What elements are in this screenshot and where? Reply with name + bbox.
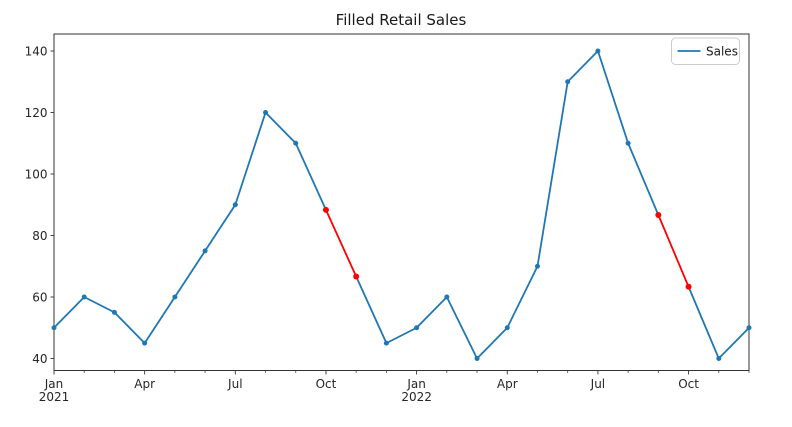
data-point-marker xyxy=(51,325,57,331)
x-tick-label: Apr xyxy=(134,377,155,391)
sales-line-segment xyxy=(415,296,448,329)
sales-line-segment xyxy=(264,111,297,145)
y-tick-label: 80 xyxy=(32,229,47,243)
sales-line-segment xyxy=(355,275,388,345)
y-tick-label: 60 xyxy=(32,290,47,304)
data-point-marker-filled xyxy=(655,211,662,218)
x-tick-label: Jan xyxy=(44,377,64,391)
data-point-marker xyxy=(142,340,148,346)
y-tick-label: 40 xyxy=(32,352,47,366)
x-tick-label: Apr xyxy=(497,377,518,391)
sales-line-segment xyxy=(173,249,206,298)
y-tick-label: 100 xyxy=(25,167,48,181)
x-tick-label: Oct xyxy=(316,377,337,391)
data-point-marker xyxy=(474,356,480,361)
data-point-marker xyxy=(263,110,269,115)
sales-line-segment xyxy=(536,80,569,268)
data-point-marker xyxy=(232,202,238,208)
y-tick-label: 120 xyxy=(25,106,48,120)
data-point-marker-filled xyxy=(353,273,360,280)
sales-line-segment xyxy=(234,111,267,206)
legend-entry-sales: Sales xyxy=(706,45,738,59)
sales-line-segment xyxy=(204,203,237,252)
x-tick-label: Oct xyxy=(678,377,699,391)
legend-box xyxy=(671,37,740,65)
data-point-marker xyxy=(534,263,540,269)
data-point-marker xyxy=(625,140,631,146)
data-point-marker xyxy=(111,309,117,315)
data-point-marker xyxy=(716,356,722,361)
sales-line-segment xyxy=(445,296,478,360)
x-tick-label: Jul xyxy=(227,377,242,391)
data-point-marker xyxy=(383,340,389,346)
sales-line-segment xyxy=(597,50,630,145)
legend: Sales xyxy=(671,37,740,65)
sales-line-segment xyxy=(113,311,146,345)
data-point-marker xyxy=(414,325,420,331)
sales-line-segment xyxy=(143,296,176,345)
data-point-marker xyxy=(504,325,510,331)
x-tick-year-label: 2021 xyxy=(39,390,70,404)
data-point-marker-filled xyxy=(322,206,329,213)
axes-frame xyxy=(53,33,750,371)
sales-line-segment xyxy=(566,50,599,83)
data-point-marker xyxy=(202,248,208,254)
sales-line-segment xyxy=(53,296,86,329)
x-tick-label: Jul xyxy=(590,377,605,391)
sales-line-segment xyxy=(506,265,539,329)
sales-line-segment xyxy=(294,142,327,211)
data-point-marker xyxy=(172,294,178,300)
y-tick-label: 140 xyxy=(25,44,48,58)
data-point-marker xyxy=(293,140,299,146)
sales-line-segment xyxy=(476,326,509,360)
data-point-marker xyxy=(565,79,571,85)
data-point-marker-filled xyxy=(685,283,692,290)
data-point-marker xyxy=(595,48,601,54)
x-tick-year-label: 2022 xyxy=(401,390,432,404)
data-point-marker xyxy=(81,294,87,300)
data-point-marker xyxy=(746,325,752,331)
sales-line-segment xyxy=(627,142,660,216)
sales-line-segment xyxy=(83,296,116,314)
sales-line-segment-filled xyxy=(325,208,358,278)
x-tick-label: Jan xyxy=(406,377,426,391)
sales-line-segment-filled xyxy=(657,214,690,288)
data-point-marker xyxy=(444,294,450,300)
sales-line-segment xyxy=(385,326,418,345)
sales-line-segment xyxy=(687,285,720,360)
chart-title: Filled Retail Sales xyxy=(336,11,467,29)
sales-line-segment xyxy=(717,326,750,360)
